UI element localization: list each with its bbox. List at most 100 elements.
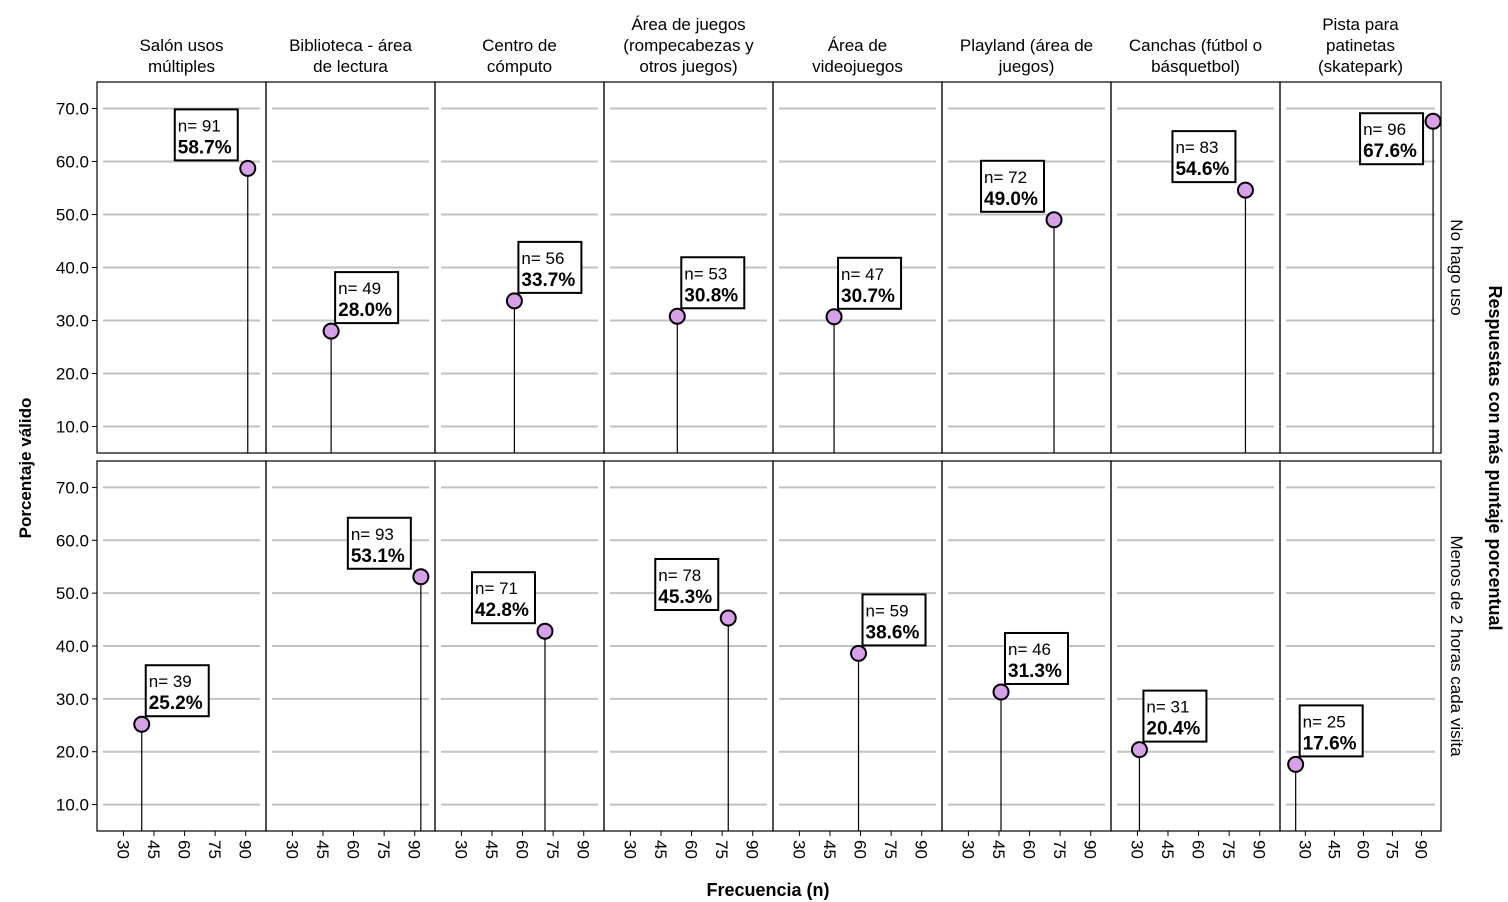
label-box [980,159,1046,213]
x-tick-label: 60 [513,840,532,859]
x-tick-label: 45 [820,840,839,859]
label-box [861,593,927,647]
y-tick-label: 30.0 [56,312,89,331]
x-tick-label: 45 [651,840,670,859]
column-header: Salón usos múltiples [139,36,223,76]
label-pct: 42.8% [475,600,529,621]
label-n: n= 93 [351,525,394,544]
y-tick-label: 40.0 [56,637,89,656]
x-tick-label: 60 [851,840,870,859]
x-tick-label: 60 [175,840,194,859]
label-box [346,516,412,570]
label-box [173,108,239,162]
label-n: n= 53 [684,264,727,283]
x-tick-label: 30 [113,840,132,859]
label-pct: 33.7% [521,270,575,291]
x-tick-label: 30 [1127,840,1146,859]
label-pct: 30.8% [684,285,738,306]
data-point [536,622,554,640]
x-tick-label: 45 [144,840,163,859]
x-tick-label: 30 [789,840,808,859]
x-tick-label: 45 [482,840,501,859]
label-n: n= 59 [866,601,909,620]
label-n: n= 39 [149,672,192,691]
label-pct: 20.4% [1146,719,1200,740]
x-tick-label: 90 [1411,840,1430,859]
data-point [825,308,843,326]
label-box [470,571,536,625]
y-tick-label: 40.0 [56,259,89,278]
label-pct: 58.7% [178,137,232,158]
data-point [850,644,868,662]
x-tick-label: 60 [682,840,701,859]
x-tick-label: 75 [374,840,393,859]
row-group-title: Respuestas con más puntaje porcentual [1485,285,1505,630]
label-pct: 45.3% [658,587,712,608]
label-box [1359,112,1425,166]
y-tick-label: 50.0 [56,584,89,603]
label-box [517,240,583,294]
label-pct: 67.6% [1363,141,1417,162]
y-tick-label: 20.0 [56,365,89,384]
panel-frame [1279,460,1442,832]
data-point [1130,741,1148,759]
x-tick-label: 75 [205,840,224,859]
panel-grid: 10.0 20.0 30.0 40.0 50.0 60.0 70.0 No hago uso 1… [56,15,1466,859]
x-tick-label: 45 [313,840,332,859]
data-point [505,292,523,310]
label-pct: 38.6% [866,622,920,643]
label-n: n= 71 [475,579,518,598]
label-n: n= 49 [338,279,381,298]
column-header: Biblioteca - área de lectura [289,36,412,76]
label-pct: 49.0% [984,189,1038,210]
label-box [837,256,903,310]
label-n: n= 91 [178,116,221,135]
label-box [1171,130,1237,184]
panel-frame [1279,81,1442,454]
y-tick-label: 10.0 [56,796,89,815]
column-header: Canchas (fútbol o básquetbol) [1129,36,1262,76]
y-tick-label: 60.0 [56,153,89,172]
data-point [1045,211,1063,229]
y-tick-label: 70.0 [56,478,89,497]
x-tick-label: 90 [236,840,255,859]
label-n: n= 31 [1146,698,1189,717]
x-tick-label: 90 [405,840,424,859]
label-box [334,271,400,325]
x-tick-label: 45 [1324,840,1343,859]
x-tick-label: 90 [1250,840,1269,859]
x-axis-title: Frecuencia (n) [706,880,829,900]
row-label: Menos de 2 horas cada visita [1447,535,1466,757]
y-axis-title: Porcentaje válido [16,398,35,539]
data-point [322,322,340,340]
x-tick-label: 60 [344,840,363,859]
label-n: n= 96 [1363,120,1406,139]
x-tick-label: 75 [1219,840,1238,859]
x-tick-label: 75 [543,840,562,859]
label-pct: 53.1% [351,546,405,567]
column-header: Área de juegos (rompecabezas y otros juego… [623,15,754,76]
label-n: n= 78 [658,566,701,585]
y-tick-label: 50.0 [56,206,89,225]
label-box [1142,689,1208,743]
x-tick-label: 75 [881,840,900,859]
column-header: Playland (área de juegos) [960,36,1093,76]
label-n: n= 56 [521,249,564,268]
x-tick-label: 30 [282,840,301,859]
x-tick-label: 90 [912,840,931,859]
data-point [412,568,430,586]
x-tick-label: 60 [1189,840,1208,859]
label-pct: 25.2% [149,693,203,714]
label-pct: 31.3% [1008,661,1062,682]
label-n: n= 83 [1175,138,1218,157]
x-tick-label: 30 [451,840,470,859]
column-header: Pista para patinetas (skatepark) [1318,15,1403,76]
y-tick-label: 70.0 [56,100,89,119]
label-n: n= 72 [984,168,1027,187]
y-tick-label: 30.0 [56,690,89,709]
x-tick-label: 60 [1353,840,1372,859]
x-tick-label: 45 [989,840,1008,859]
x-tick-label: 75 [1050,840,1069,859]
label-box [1298,704,1364,758]
